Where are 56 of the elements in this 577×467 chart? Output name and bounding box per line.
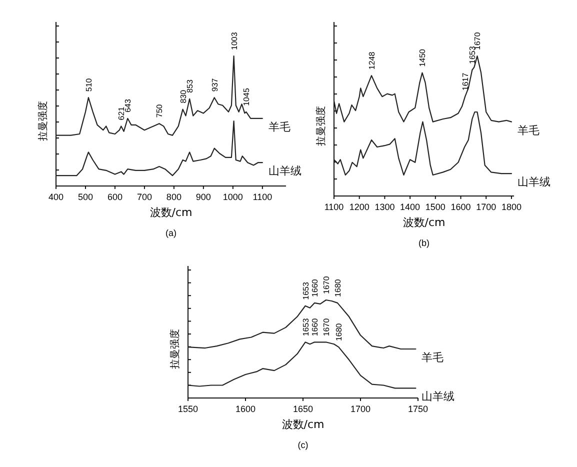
annotation: 1003 bbox=[230, 32, 239, 50]
annotation: 1248 bbox=[368, 51, 377, 70]
series-label: 山羊绒 bbox=[268, 164, 302, 178]
annotation: 643 bbox=[124, 98, 133, 112]
x-tick-label: 600 bbox=[107, 192, 122, 202]
annotation: 1450 bbox=[418, 48, 428, 67]
annotation: 1680 bbox=[334, 278, 342, 297]
x-tick-label: 1100 bbox=[252, 192, 272, 202]
x-tick-label: 1700 bbox=[476, 202, 496, 212]
series-label: 山羊绒 bbox=[422, 390, 455, 404]
series-label: 羊毛 bbox=[517, 124, 540, 137]
x-tick-label: 1400 bbox=[400, 202, 420, 212]
series-label: 羊毛 bbox=[422, 351, 444, 364]
x-tick-label: 1650 bbox=[292, 404, 314, 414]
annotation: 510 bbox=[84, 78, 94, 92]
x-tick-label: 1100 bbox=[324, 202, 344, 212]
x-tick-label: 1700 bbox=[350, 404, 371, 414]
annotation: 1653 bbox=[301, 282, 310, 300]
x-tick-label: 1550 bbox=[178, 404, 198, 414]
y-axis-title: 拉曼强度 bbox=[169, 329, 181, 369]
annotation: 750 bbox=[155, 104, 164, 118]
x-axis-title: 波数/cm bbox=[402, 216, 446, 229]
annotation: 937 bbox=[210, 78, 220, 92]
x-tick-label: 400 bbox=[48, 192, 64, 202]
text: (c) bbox=[298, 440, 308, 450]
x-tick-label: 1200 bbox=[349, 202, 370, 212]
x-tick-label: 1600 bbox=[450, 202, 471, 212]
annotation: 1045 bbox=[242, 88, 252, 106]
y-axis-title: 拉曼强度 bbox=[37, 101, 49, 141]
x-tick-label: 500 bbox=[78, 192, 94, 202]
series-label: 羊毛 bbox=[268, 120, 290, 134]
annotation: 1680 bbox=[334, 322, 344, 342]
annotation: 1660 bbox=[310, 278, 320, 297]
annotation: 621 bbox=[117, 106, 126, 120]
x-axis-title: 波数/cm bbox=[282, 418, 324, 431]
x-tick-label: 700 bbox=[136, 192, 152, 202]
x-tick-label: 1800 bbox=[501, 202, 522, 212]
x-tick-label: 900 bbox=[196, 192, 211, 202]
text: (b) bbox=[418, 238, 430, 248]
x-tick-label: 1000 bbox=[222, 192, 243, 202]
annotation: 1660 bbox=[310, 318, 320, 336]
annotation: 1670 bbox=[322, 318, 331, 336]
text: (a) bbox=[166, 228, 176, 238]
annotation: 1617 bbox=[461, 72, 470, 91]
x-tick-label: 1300 bbox=[374, 202, 395, 212]
x-tick-label: 800 bbox=[166, 192, 182, 202]
annotation: 1670 bbox=[322, 276, 331, 294]
x-tick-label: 1500 bbox=[425, 202, 446, 212]
x-axis-title: 波数/cm bbox=[150, 206, 192, 219]
annotation: 830 bbox=[178, 89, 188, 104]
annotation: 1653 bbox=[301, 318, 310, 336]
series-label: 山羊绒 bbox=[517, 176, 550, 189]
annotation: 853 bbox=[186, 79, 195, 93]
x-tick-label: 1750 bbox=[408, 404, 428, 414]
x-tick-label: 1600 bbox=[235, 404, 256, 414]
y-axis-title: 拉曼强度 bbox=[315, 106, 327, 146]
